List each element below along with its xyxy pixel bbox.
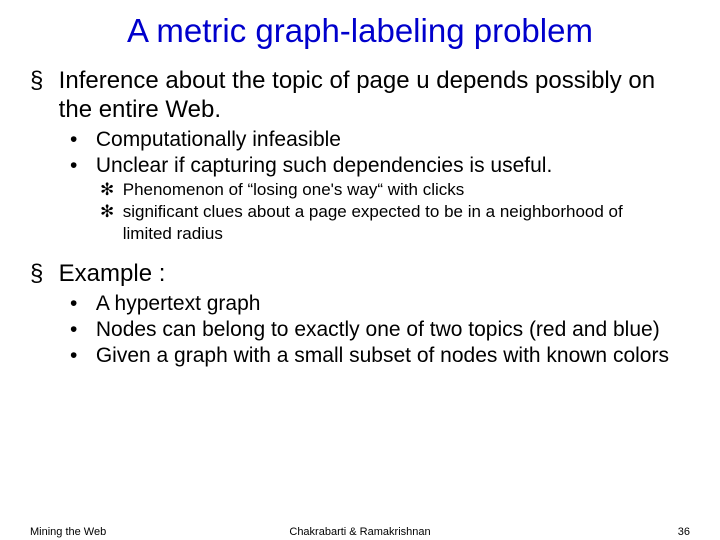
bullet-icon: ✻ xyxy=(100,201,118,223)
bullet-l2: • Nodes can belong to exactly one of two… xyxy=(70,317,690,343)
bullet-text: A hypertext graph xyxy=(96,291,686,317)
bullet-text: Phenomenon of “losing one's way“ with cl… xyxy=(123,179,663,201)
bullet-text: significant clues about a page expected … xyxy=(123,201,663,245)
slide-body: § Inference about the topic of page u de… xyxy=(30,66,690,369)
bullet-icon: • xyxy=(70,343,90,369)
bullet-l3: ✻ significant clues about a page expecte… xyxy=(100,201,690,245)
bullet-text: Example : xyxy=(59,259,689,288)
slide-title: A metric graph-labeling problem xyxy=(0,12,720,50)
indent-l2: • Computationally infeasible • Unclear i… xyxy=(70,127,690,246)
bullet-icon: § xyxy=(30,259,52,288)
bullet-l2: • Given a graph with a small subset of n… xyxy=(70,343,690,369)
bullet-text: Inference about the topic of page u depe… xyxy=(59,66,689,125)
bullet-icon: ✻ xyxy=(100,179,118,201)
indent-l2: • A hypertext graph • Nodes can belong t… xyxy=(70,291,690,370)
bullet-l1: § Inference about the topic of page u de… xyxy=(30,66,690,125)
bullet-icon: • xyxy=(70,153,90,179)
slide: A metric graph-labeling problem § Infere… xyxy=(0,0,720,540)
footer-center: Chakrabarti & Ramakrishnan xyxy=(30,526,690,538)
spacer xyxy=(30,245,690,259)
bullet-l1: § Example : xyxy=(30,259,690,288)
bullet-l3: ✻ Phenomenon of “losing one's way“ with … xyxy=(100,179,690,201)
bullet-icon: • xyxy=(70,291,90,317)
bullet-text: Given a graph with a small subset of nod… xyxy=(96,343,686,369)
indent-l3: ✻ Phenomenon of “losing one's way“ with … xyxy=(100,179,690,245)
bullet-text: Computationally infeasible xyxy=(96,127,686,153)
bullet-text: Nodes can belong to exactly one of two t… xyxy=(96,317,686,343)
bullet-l2: • A hypertext graph xyxy=(70,291,690,317)
bullet-icon: • xyxy=(70,127,90,153)
slide-number: 36 xyxy=(678,526,690,538)
bullet-icon: § xyxy=(30,66,52,95)
bullet-l2: • Unclear if capturing such dependencies… xyxy=(70,153,690,179)
bullet-l2: • Computationally infeasible xyxy=(70,127,690,153)
bullet-icon: • xyxy=(70,317,90,343)
bullet-text: Unclear if capturing such dependencies i… xyxy=(96,153,686,179)
